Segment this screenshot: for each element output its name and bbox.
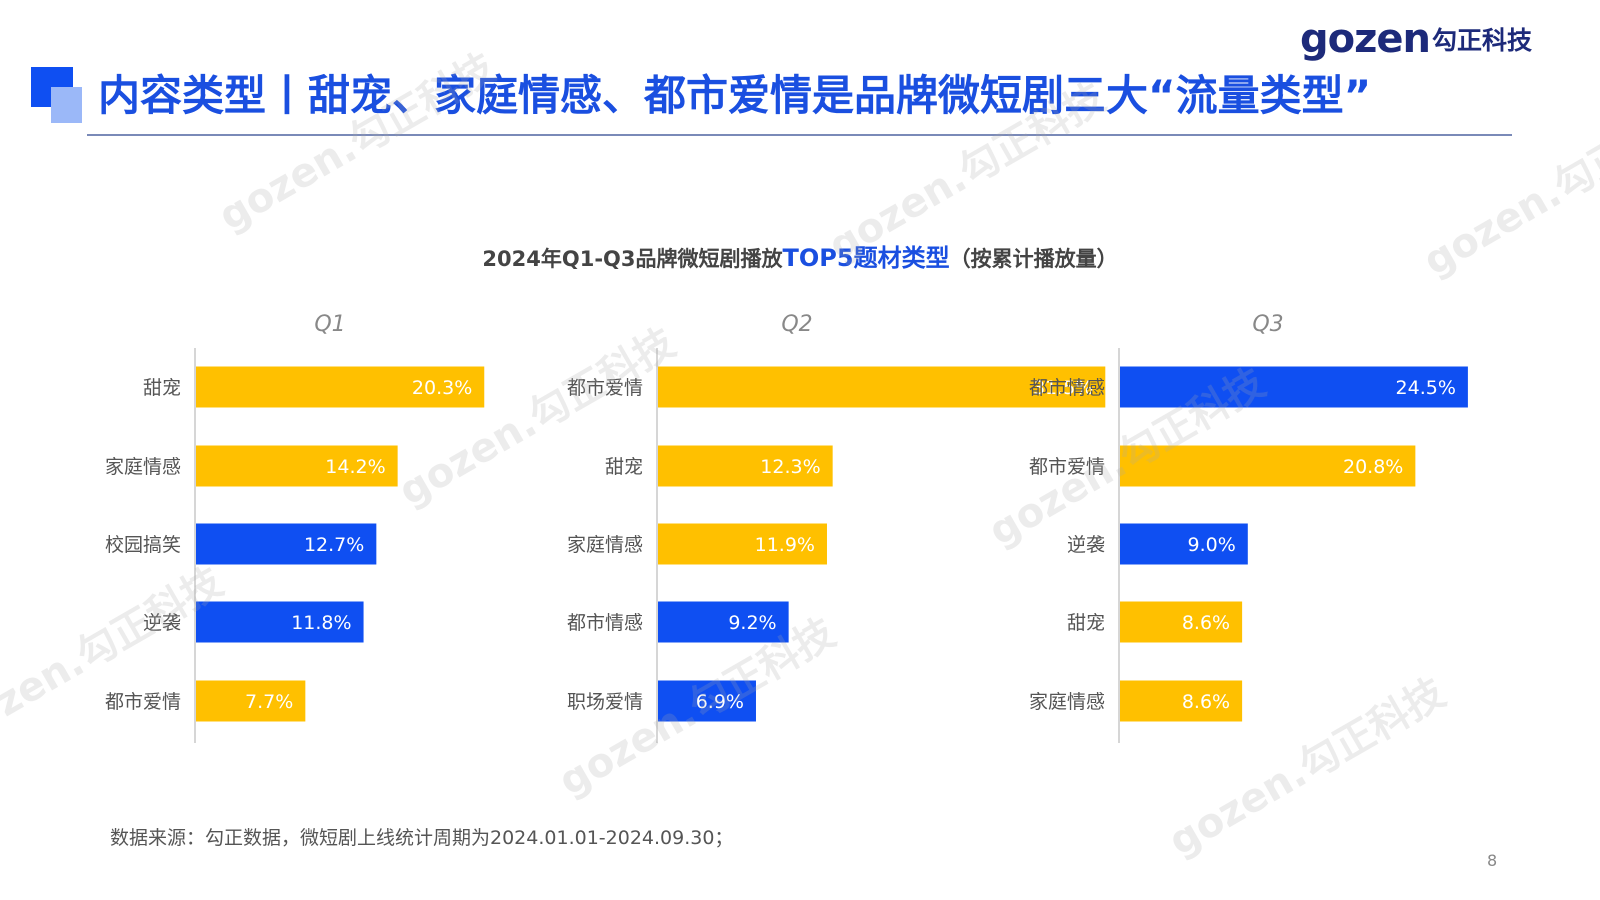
category-label: 家庭情感 <box>1029 691 1105 713</box>
bar <box>1120 445 1416 487</box>
category-label: 都市爱情 <box>1029 456 1105 478</box>
chart-panel-title: Q2 <box>781 312 812 337</box>
chart-q2: Q2 都市爱情 31.5% 甜宠 12.3% 家庭情感 11.9% 都市情感 9.2% 职场爱情 6… <box>567 312 1106 743</box>
logo-wordmark: gozen <box>1300 16 1431 62</box>
title-divider <box>87 134 1512 136</box>
data-label: 11.9% <box>755 534 815 556</box>
category-label: 甜宠 <box>143 377 181 399</box>
bar <box>658 680 756 722</box>
data-label: 12.7% <box>304 534 364 556</box>
data-label: 24.5% <box>1396 377 1456 399</box>
chart-title-suffix: （按累计播放量） <box>949 247 1118 271</box>
data-source-note: 数据来源：勾正数据，微短剧上线统计周期为2024.01.01-2024.09.3… <box>110 827 734 849</box>
bar <box>1120 366 1468 408</box>
bar <box>196 445 398 487</box>
data-label: 20.8% <box>1343 456 1403 478</box>
category-label: 都市情感 <box>567 612 643 634</box>
data-label: 8.6% <box>1182 691 1230 713</box>
bar <box>1120 601 1243 643</box>
category-label: 甜宠 <box>1067 612 1105 634</box>
gozen-logo: gozen 勾正科技 <box>1300 16 1532 62</box>
data-label: 7.7% <box>245 691 293 713</box>
bar <box>196 523 377 565</box>
chart-panel-title: Q1 <box>314 312 345 337</box>
category-label: 逆袭 <box>1067 534 1105 556</box>
data-label: 9.2% <box>728 612 776 634</box>
data-label: 9.0% <box>1188 534 1236 556</box>
chart-panel-title: Q3 <box>1252 312 1283 337</box>
page-number: 8 <box>1487 851 1498 870</box>
logo-chinese-name: 勾正科技 <box>1432 26 1533 55</box>
category-label: 逆袭 <box>143 612 181 634</box>
chart-title-highlight: TOP5题材类型 <box>782 244 950 272</box>
bar <box>196 680 306 722</box>
page-title: 内容类型丨甜宠、家庭情感、都市爱情是品牌微短剧三大“流量类型” <box>98 71 1372 120</box>
bar <box>658 366 1106 408</box>
category-label: 甜宠 <box>605 456 643 478</box>
bar <box>196 601 364 643</box>
data-label: 8.6% <box>1182 612 1230 634</box>
category-label: 都市爱情 <box>567 377 643 399</box>
chart-title: 2024年Q1-Q3品牌微短剧播放TOP5题材类型（按累计播放量） <box>0 238 1600 273</box>
category-label: 家庭情感 <box>567 534 643 556</box>
bar <box>658 445 833 487</box>
bar <box>1120 680 1243 722</box>
data-label: 20.3% <box>412 377 472 399</box>
category-label: 职场爱情 <box>567 691 643 713</box>
category-label: 都市情感 <box>1029 377 1105 399</box>
bar <box>196 366 485 408</box>
bar <box>658 601 789 643</box>
category-label: 校园搞笑 <box>105 534 181 556</box>
data-label: 14.2% <box>325 456 385 478</box>
chart-title-prefix: 2024年Q1-Q3品牌微短剧播放 <box>482 247 783 271</box>
data-label: 12.3% <box>760 456 820 478</box>
data-label: 6.9% <box>696 691 744 713</box>
chart-q1: Q1 甜宠 20.3% 家庭情感 14.2% 校园搞笑 12.7% 逆袭 11.8% 都市爱情 7.… <box>105 312 485 743</box>
category-label: 都市爱情 <box>105 691 181 713</box>
data-label: 11.8% <box>291 612 351 634</box>
category-label: 家庭情感 <box>105 456 181 478</box>
bar <box>1120 523 1248 565</box>
title-accent-square-light <box>51 87 82 123</box>
data-label: 31.5% <box>1033 377 1093 399</box>
bar <box>658 523 827 565</box>
chart-q3: Q3 都市情感 24.5% 都市爱情 20.8% 逆袭 9.0% 甜宠 8.6% 家庭情感 8.6% <box>1029 312 1468 743</box>
